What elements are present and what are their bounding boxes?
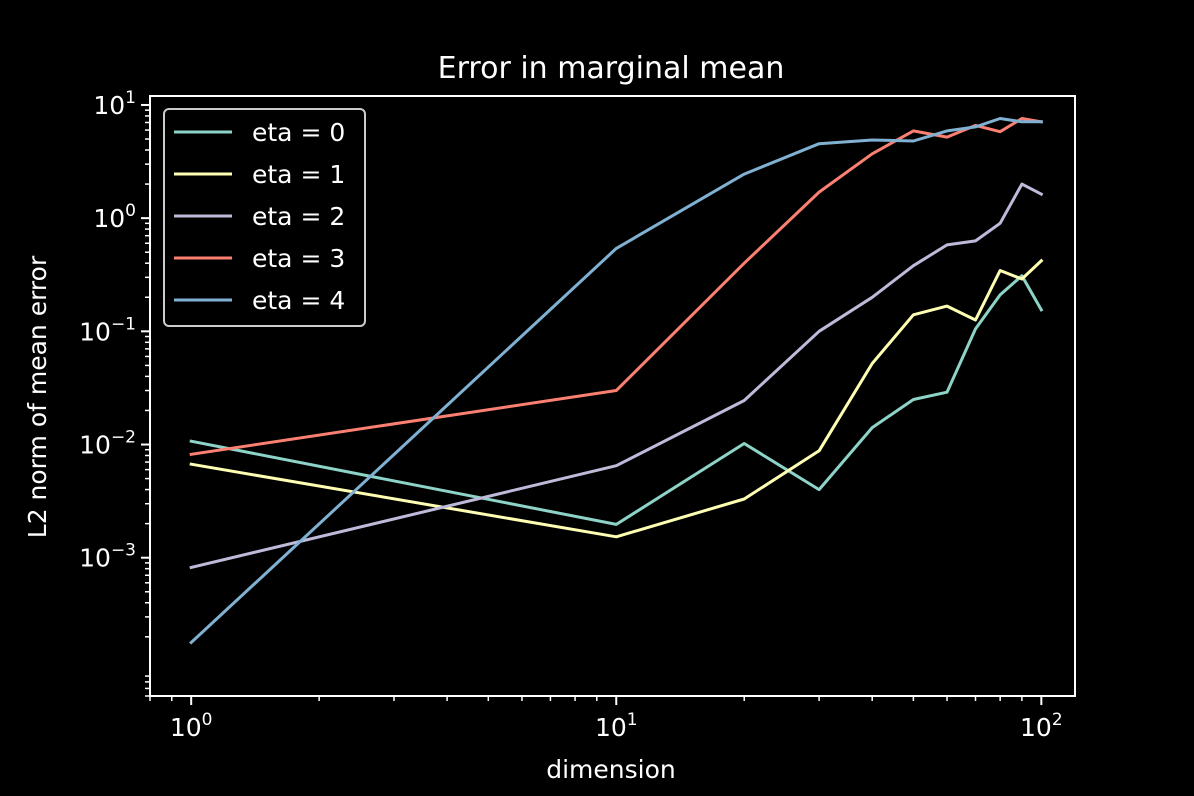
series-line-eta-0 — [189, 274, 1044, 526]
y-tick-label: 10−2 — [79, 428, 136, 460]
series-line-eta-2 — [189, 182, 1044, 570]
y-tick-label-exponent: 0 — [125, 201, 136, 221]
series-lines — [189, 117, 1044, 645]
series-line-eta-4 — [189, 117, 1043, 645]
series-line-eta-3 — [189, 117, 1044, 457]
y-tick-label-exponent: −2 — [111, 428, 136, 448]
y-tick-label-base: 10 — [79, 431, 111, 460]
x-tick-label-exponent: 0 — [202, 710, 213, 730]
legend-box — [163, 108, 366, 327]
y-tick-label: 10−3 — [79, 541, 136, 573]
x-tick-label-base: 10 — [1020, 713, 1052, 742]
x-tick-label-base: 10 — [595, 713, 627, 742]
y-tick-label-exponent: −1 — [111, 314, 136, 334]
x-tick-label: 100 — [170, 710, 213, 742]
plot-area-frame — [149, 95, 1076, 697]
series-line-eta-1 — [189, 258, 1044, 539]
y-tick-label: 10−1 — [79, 314, 136, 346]
y-tick-label: 100 — [93, 201, 136, 233]
legend: eta = 0 eta = 1 eta = 2 eta = 3 eta = 4 — [163, 108, 366, 327]
y-tick-label: 101 — [93, 88, 136, 120]
y-tick-label-base: 10 — [79, 544, 111, 573]
x-tick-label: 102 — [1020, 710, 1063, 742]
y-tick-label-exponent: 1 — [125, 88, 136, 108]
legend-label: eta = 2 — [252, 202, 345, 231]
x-tick-label: 101 — [595, 710, 638, 742]
y-tick-label-exponent: −3 — [111, 541, 136, 561]
y-axis-label: L2 norm of mean error — [23, 255, 52, 538]
legend-label: eta = 3 — [252, 244, 345, 273]
legend-label: eta = 1 — [252, 160, 345, 189]
x-tick-label-base: 10 — [170, 713, 202, 742]
x-axis-label: dimension — [546, 755, 676, 784]
chart-title: Error in marginal mean — [438, 51, 785, 86]
y-tick-label-base: 10 — [93, 204, 125, 233]
y-tick-label-base: 10 — [93, 91, 125, 120]
x-tick-label-exponent: 2 — [1052, 710, 1063, 730]
x-tick-label-exponent: 1 — [627, 710, 638, 730]
y-tick-label-base: 10 — [79, 317, 111, 346]
legend-label: eta = 4 — [252, 286, 345, 315]
legend-label: eta = 0 — [252, 118, 345, 147]
